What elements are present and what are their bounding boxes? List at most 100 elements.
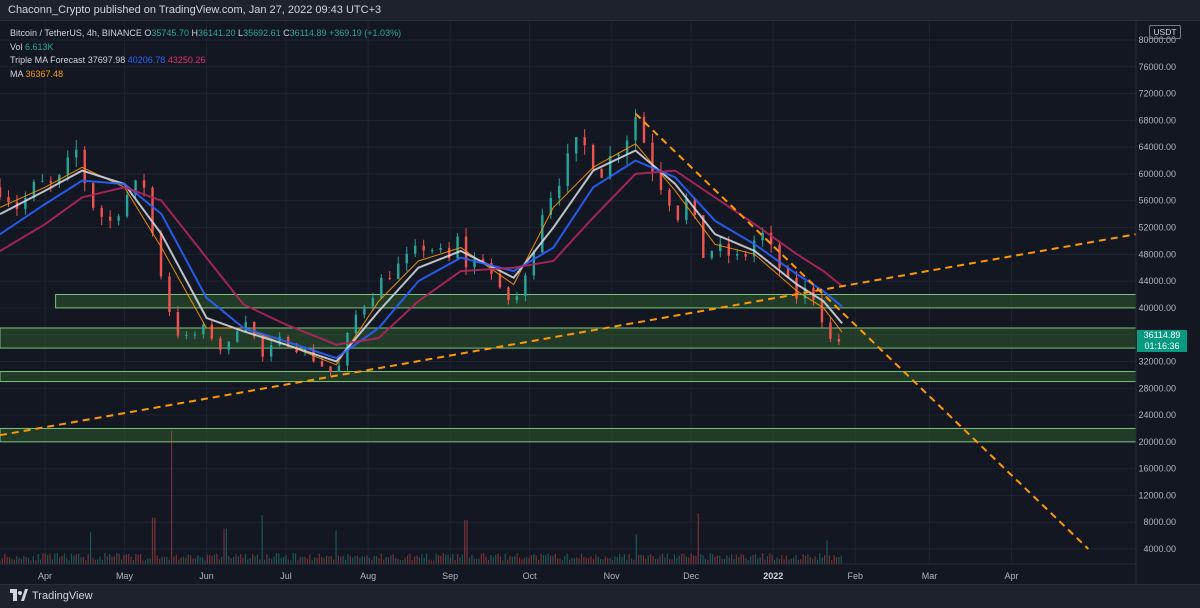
volume-bar <box>437 555 440 564</box>
volume-bar <box>740 553 742 564</box>
volume-bar <box>650 554 652 564</box>
volume-bar <box>607 557 609 564</box>
volume-bar <box>18 557 20 564</box>
volume-bar <box>535 555 537 564</box>
volume-bar <box>466 520 468 564</box>
volume-bar <box>302 556 304 564</box>
candle-body <box>405 253 408 264</box>
volume-bar <box>497 553 499 564</box>
volume-bar <box>163 557 166 564</box>
volume-bar <box>137 554 139 564</box>
volume-bar <box>47 555 49 564</box>
candle-body <box>575 137 578 154</box>
x-tick-label: Dec <box>683 571 700 581</box>
candle-body <box>278 336 281 346</box>
candle-body <box>75 149 78 158</box>
time-axis[interactable]: Apr May Jun Jul Aug Sep Oct Nov Dec 2022 Feb Mar Apr <box>0 563 1136 581</box>
volume-bar <box>640 554 642 564</box>
volume-bar <box>487 559 490 564</box>
volume-bar <box>259 559 261 564</box>
volume-bar <box>692 555 695 564</box>
volume-bar <box>578 558 580 564</box>
candle-body <box>134 180 137 195</box>
volume-bar <box>130 556 132 564</box>
volume-bar <box>316 557 318 564</box>
candle-body <box>456 236 459 259</box>
candle-body <box>380 277 383 299</box>
candle-body <box>617 154 620 156</box>
y-tick-label: 8000.00 <box>1143 517 1176 527</box>
x-tick-label: Jul <box>280 571 292 581</box>
volume-bar <box>368 557 370 564</box>
volume-bar <box>275 553 278 564</box>
price-axis[interactable]: 80000.00 76000.00 72000.00 68000.00 64000.00… <box>1135 21 1200 584</box>
volume-bar <box>726 555 728 564</box>
volume-bar <box>366 555 368 564</box>
volume-bar <box>764 559 766 564</box>
volume-bar <box>449 557 452 564</box>
volume-bar <box>32 556 34 564</box>
volume-bar <box>468 557 471 564</box>
volume-bar <box>456 553 459 564</box>
candle-body <box>193 334 197 336</box>
x-tick-label: Nov <box>604 571 621 581</box>
candle-body <box>58 174 61 183</box>
volume-bar <box>89 531 92 564</box>
candle-body <box>236 331 239 342</box>
volume-bar <box>416 555 418 564</box>
volume-bar <box>611 560 614 564</box>
volume-bar <box>190 555 192 564</box>
volume-bar <box>113 556 115 564</box>
volume-bar <box>49 553 51 564</box>
candle-body <box>7 197 10 203</box>
candle-body <box>414 245 417 254</box>
candle-body <box>719 243 722 252</box>
volume-bar <box>421 554 423 564</box>
volume-bar <box>249 558 251 564</box>
price-chart[interactable]: 80000.00 76000.00 72000.00 68000.00 64000.00… <box>0 21 1200 584</box>
volume-bar <box>533 554 535 564</box>
volume-bar <box>573 558 575 564</box>
candle-body <box>591 145 595 169</box>
volume-bar <box>106 556 108 564</box>
volume-bar <box>430 560 432 564</box>
volume-bar <box>216 553 218 564</box>
currency-badge[interactable]: USDT <box>1149 25 1181 39</box>
y-tick-label: 32000.00 <box>1138 356 1176 366</box>
volume-bar <box>306 558 309 564</box>
volume-bar <box>509 555 511 564</box>
volume-bar <box>299 556 301 564</box>
volume-bar <box>807 554 809 564</box>
volume-bar <box>464 520 466 564</box>
volume-bar <box>504 553 506 564</box>
tradingview-logo-icon <box>10 589 28 601</box>
volume-bar <box>268 558 270 564</box>
volume-bar <box>42 553 44 564</box>
volume-bar <box>425 553 428 564</box>
volume-bar <box>140 554 142 564</box>
candle-body <box>625 140 629 155</box>
candle-body <box>676 205 680 221</box>
volume-bar <box>728 557 730 564</box>
volume-bar <box>816 559 819 564</box>
volume-bar <box>552 555 554 564</box>
candle-body <box>685 198 688 221</box>
candle-body <box>125 194 129 217</box>
x-tick-label: Sep <box>442 571 458 581</box>
volume-bar <box>812 558 814 564</box>
volume-bar <box>66 557 68 564</box>
volume-bar <box>175 554 177 564</box>
volume-bar <box>80 557 82 564</box>
volume-bar <box>538 560 540 564</box>
volume-bar <box>63 553 65 564</box>
volume-bar <box>507 559 509 564</box>
volume-bar <box>223 528 225 564</box>
volume-bar <box>781 555 783 564</box>
volume-bar <box>402 560 404 564</box>
volume-bar <box>280 557 282 564</box>
volume-bar <box>821 557 823 564</box>
candle-body <box>642 116 646 143</box>
volume-bar <box>54 553 56 564</box>
volume-bar <box>778 559 780 564</box>
volume-bar <box>213 554 216 564</box>
